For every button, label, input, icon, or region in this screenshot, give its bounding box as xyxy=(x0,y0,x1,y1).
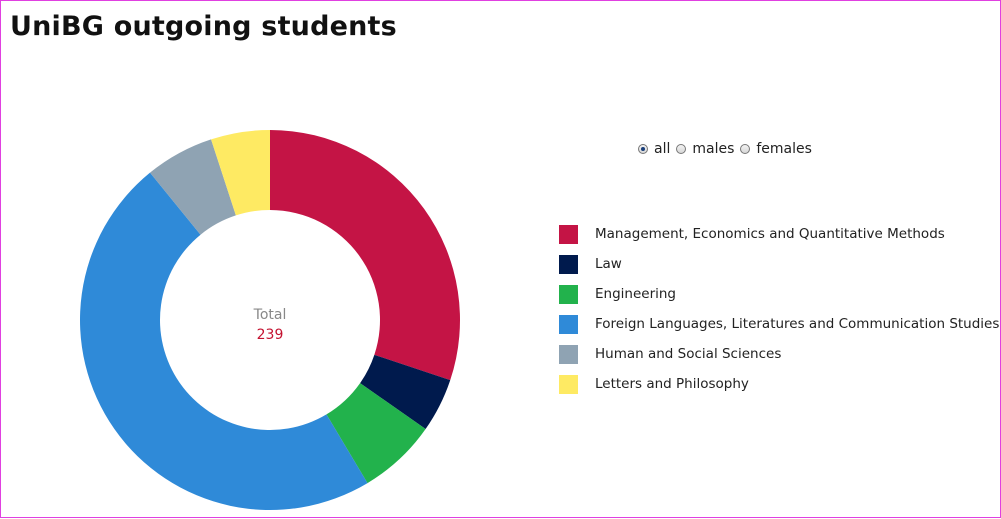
chart-legend: Management, Economics and Quantitative M… xyxy=(559,219,999,399)
donut-slice-1[interactable] xyxy=(360,354,451,430)
donut-slice-2[interactable] xyxy=(326,383,426,484)
filter-females-label: females xyxy=(756,141,812,157)
legend-item[interactable]: Foreign Languages, Literatures and Commu… xyxy=(559,309,999,339)
filter-all-label: all xyxy=(654,141,671,157)
legend-label: Engineering xyxy=(595,286,676,302)
center-total-label: Total xyxy=(253,307,287,323)
legend-label: Letters and Philosophy xyxy=(595,376,749,392)
donut-chart: Total 239 xyxy=(80,130,460,511)
legend-item[interactable]: Management, Economics and Quantitative M… xyxy=(559,219,999,249)
legend-swatch xyxy=(559,284,578,304)
center-total-value: 239 xyxy=(257,327,284,343)
legend-label: Foreign Languages, Literatures and Commu… xyxy=(595,316,1000,332)
legend-swatch xyxy=(559,224,578,244)
gender-filter: all males females xyxy=(638,141,818,157)
filter-males[interactable]: males xyxy=(676,141,734,157)
legend-label: Human and Social Sciences xyxy=(595,346,782,362)
legend-swatch xyxy=(559,374,578,394)
radio-all[interactable] xyxy=(638,144,648,154)
filter-males-label: males xyxy=(692,141,735,157)
legend-item[interactable]: Law xyxy=(559,249,999,279)
donut-slice-5[interactable] xyxy=(211,130,270,216)
radio-males[interactable] xyxy=(676,144,687,154)
filter-all[interactable]: all xyxy=(638,141,670,157)
legend-label: Management, Economics and Quantitative M… xyxy=(595,226,945,242)
legend-swatch xyxy=(559,314,578,334)
donut-slice-3[interactable] xyxy=(80,172,368,511)
legend-item[interactable]: Letters and Philosophy xyxy=(559,369,999,399)
donut-slice-0[interactable] xyxy=(270,130,460,381)
legend-label: Law xyxy=(595,256,622,272)
donut-slices xyxy=(80,130,460,511)
legend-item[interactable]: Human and Social Sciences xyxy=(559,339,999,369)
filter-females[interactable]: females xyxy=(740,141,812,157)
legend-item[interactable]: Engineering xyxy=(559,279,999,309)
legend-swatch xyxy=(559,254,578,274)
page-title: UniBG outgoing students xyxy=(10,11,397,42)
donut-slice-4[interactable] xyxy=(150,139,236,235)
legend-swatch xyxy=(559,344,578,364)
radio-females[interactable] xyxy=(740,144,751,154)
